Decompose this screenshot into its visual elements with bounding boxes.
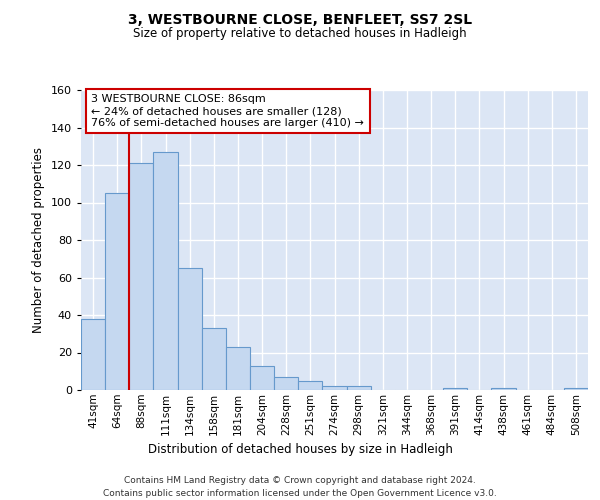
Text: Contains public sector information licensed under the Open Government Licence v3: Contains public sector information licen… [103, 489, 497, 498]
Text: 3, WESTBOURNE CLOSE, BENFLEET, SS7 2SL: 3, WESTBOURNE CLOSE, BENFLEET, SS7 2SL [128, 12, 472, 26]
Bar [298, 380, 322, 390]
Bar [105, 193, 129, 390]
Bar [322, 386, 347, 390]
Bar [226, 347, 250, 390]
Bar [129, 163, 154, 390]
Text: Size of property relative to detached houses in Hadleigh: Size of property relative to detached ho… [133, 28, 467, 40]
Text: 3 WESTBOURNE CLOSE: 86sqm
← 24% of detached houses are smaller (128)
76% of semi: 3 WESTBOURNE CLOSE: 86sqm ← 24% of detac… [91, 94, 364, 128]
Text: Distribution of detached houses by size in Hadleigh: Distribution of detached houses by size … [148, 442, 452, 456]
Bar [347, 386, 371, 390]
Bar [491, 388, 515, 390]
Bar [178, 268, 202, 390]
Text: Contains HM Land Registry data © Crown copyright and database right 2024.: Contains HM Land Registry data © Crown c… [124, 476, 476, 485]
Bar [564, 388, 588, 390]
Bar [274, 377, 298, 390]
Y-axis label: Number of detached properties: Number of detached properties [32, 147, 45, 333]
Bar [81, 319, 105, 390]
Bar [202, 328, 226, 390]
Bar [154, 152, 178, 390]
Bar [443, 388, 467, 390]
Bar [250, 366, 274, 390]
